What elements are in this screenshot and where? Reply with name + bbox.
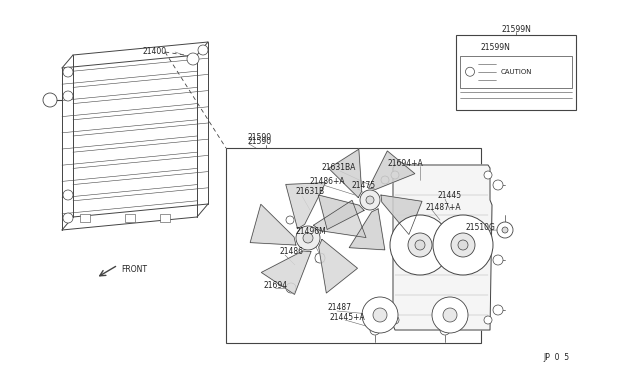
Circle shape [484, 246, 492, 254]
Circle shape [362, 297, 398, 333]
Bar [125, 214, 135, 222]
Circle shape [493, 255, 503, 265]
Bar [226, 148, 481, 343]
Text: 21486+A: 21486+A [310, 176, 346, 186]
Polygon shape [393, 165, 492, 330]
Polygon shape [369, 151, 415, 189]
Circle shape [187, 53, 199, 65]
Text: FRONT: FRONT [121, 266, 147, 275]
Circle shape [443, 308, 457, 322]
Circle shape [390, 215, 450, 275]
Polygon shape [314, 200, 366, 238]
Circle shape [198, 45, 208, 55]
Circle shape [458, 240, 468, 250]
Bar [160, 214, 170, 222]
Circle shape [391, 246, 399, 254]
Text: 21631BA: 21631BA [322, 164, 356, 173]
Circle shape [63, 67, 73, 77]
Polygon shape [318, 195, 364, 230]
Circle shape [303, 233, 313, 243]
Text: JP  0  5: JP 0 5 [544, 353, 570, 362]
Text: 21487: 21487 [328, 304, 352, 312]
Bar [460, 56, 572, 87]
Circle shape [484, 316, 492, 324]
Circle shape [373, 308, 387, 322]
Circle shape [432, 297, 468, 333]
Bar [456, 35, 576, 110]
Circle shape [502, 227, 508, 233]
Text: 21694: 21694 [263, 280, 287, 289]
Polygon shape [349, 209, 385, 250]
Circle shape [286, 283, 296, 293]
Text: 21510G: 21510G [465, 224, 495, 232]
Polygon shape [329, 149, 362, 198]
Circle shape [370, 325, 380, 335]
Circle shape [315, 253, 325, 263]
Circle shape [63, 213, 73, 223]
Circle shape [493, 180, 503, 190]
Text: 21400: 21400 [143, 48, 167, 57]
Polygon shape [261, 251, 311, 294]
Text: 21694+A: 21694+A [388, 158, 424, 167]
Text: 21590: 21590 [248, 134, 272, 142]
Circle shape [296, 226, 320, 250]
Circle shape [43, 93, 57, 107]
Text: CAUTION: CAUTION [501, 69, 532, 75]
Circle shape [497, 222, 513, 238]
Text: 21599N: 21599N [480, 42, 510, 51]
Text: 21445+A: 21445+A [330, 314, 365, 323]
Circle shape [433, 215, 493, 275]
Circle shape [451, 233, 475, 257]
Circle shape [484, 171, 492, 179]
Circle shape [440, 325, 450, 335]
Circle shape [366, 196, 374, 204]
Circle shape [63, 91, 73, 101]
Polygon shape [286, 183, 326, 229]
Text: 21486: 21486 [280, 247, 304, 257]
Circle shape [391, 171, 399, 179]
Circle shape [286, 216, 294, 224]
Circle shape [391, 316, 399, 324]
Text: 21496M: 21496M [296, 228, 327, 237]
Circle shape [493, 305, 503, 315]
Text: 21631B: 21631B [295, 187, 324, 196]
Text: 21445: 21445 [437, 190, 461, 199]
Polygon shape [319, 240, 358, 293]
Circle shape [360, 190, 380, 210]
Text: 21590: 21590 [248, 138, 272, 147]
Text: 21475: 21475 [352, 180, 376, 189]
Text: 21599N: 21599N [501, 25, 531, 33]
Circle shape [381, 176, 389, 184]
Polygon shape [250, 204, 296, 245]
Text: 21487+A: 21487+A [425, 202, 461, 212]
Polygon shape [381, 195, 422, 234]
Circle shape [415, 240, 425, 250]
Circle shape [63, 190, 73, 200]
Bar [80, 214, 90, 222]
Circle shape [408, 233, 432, 257]
